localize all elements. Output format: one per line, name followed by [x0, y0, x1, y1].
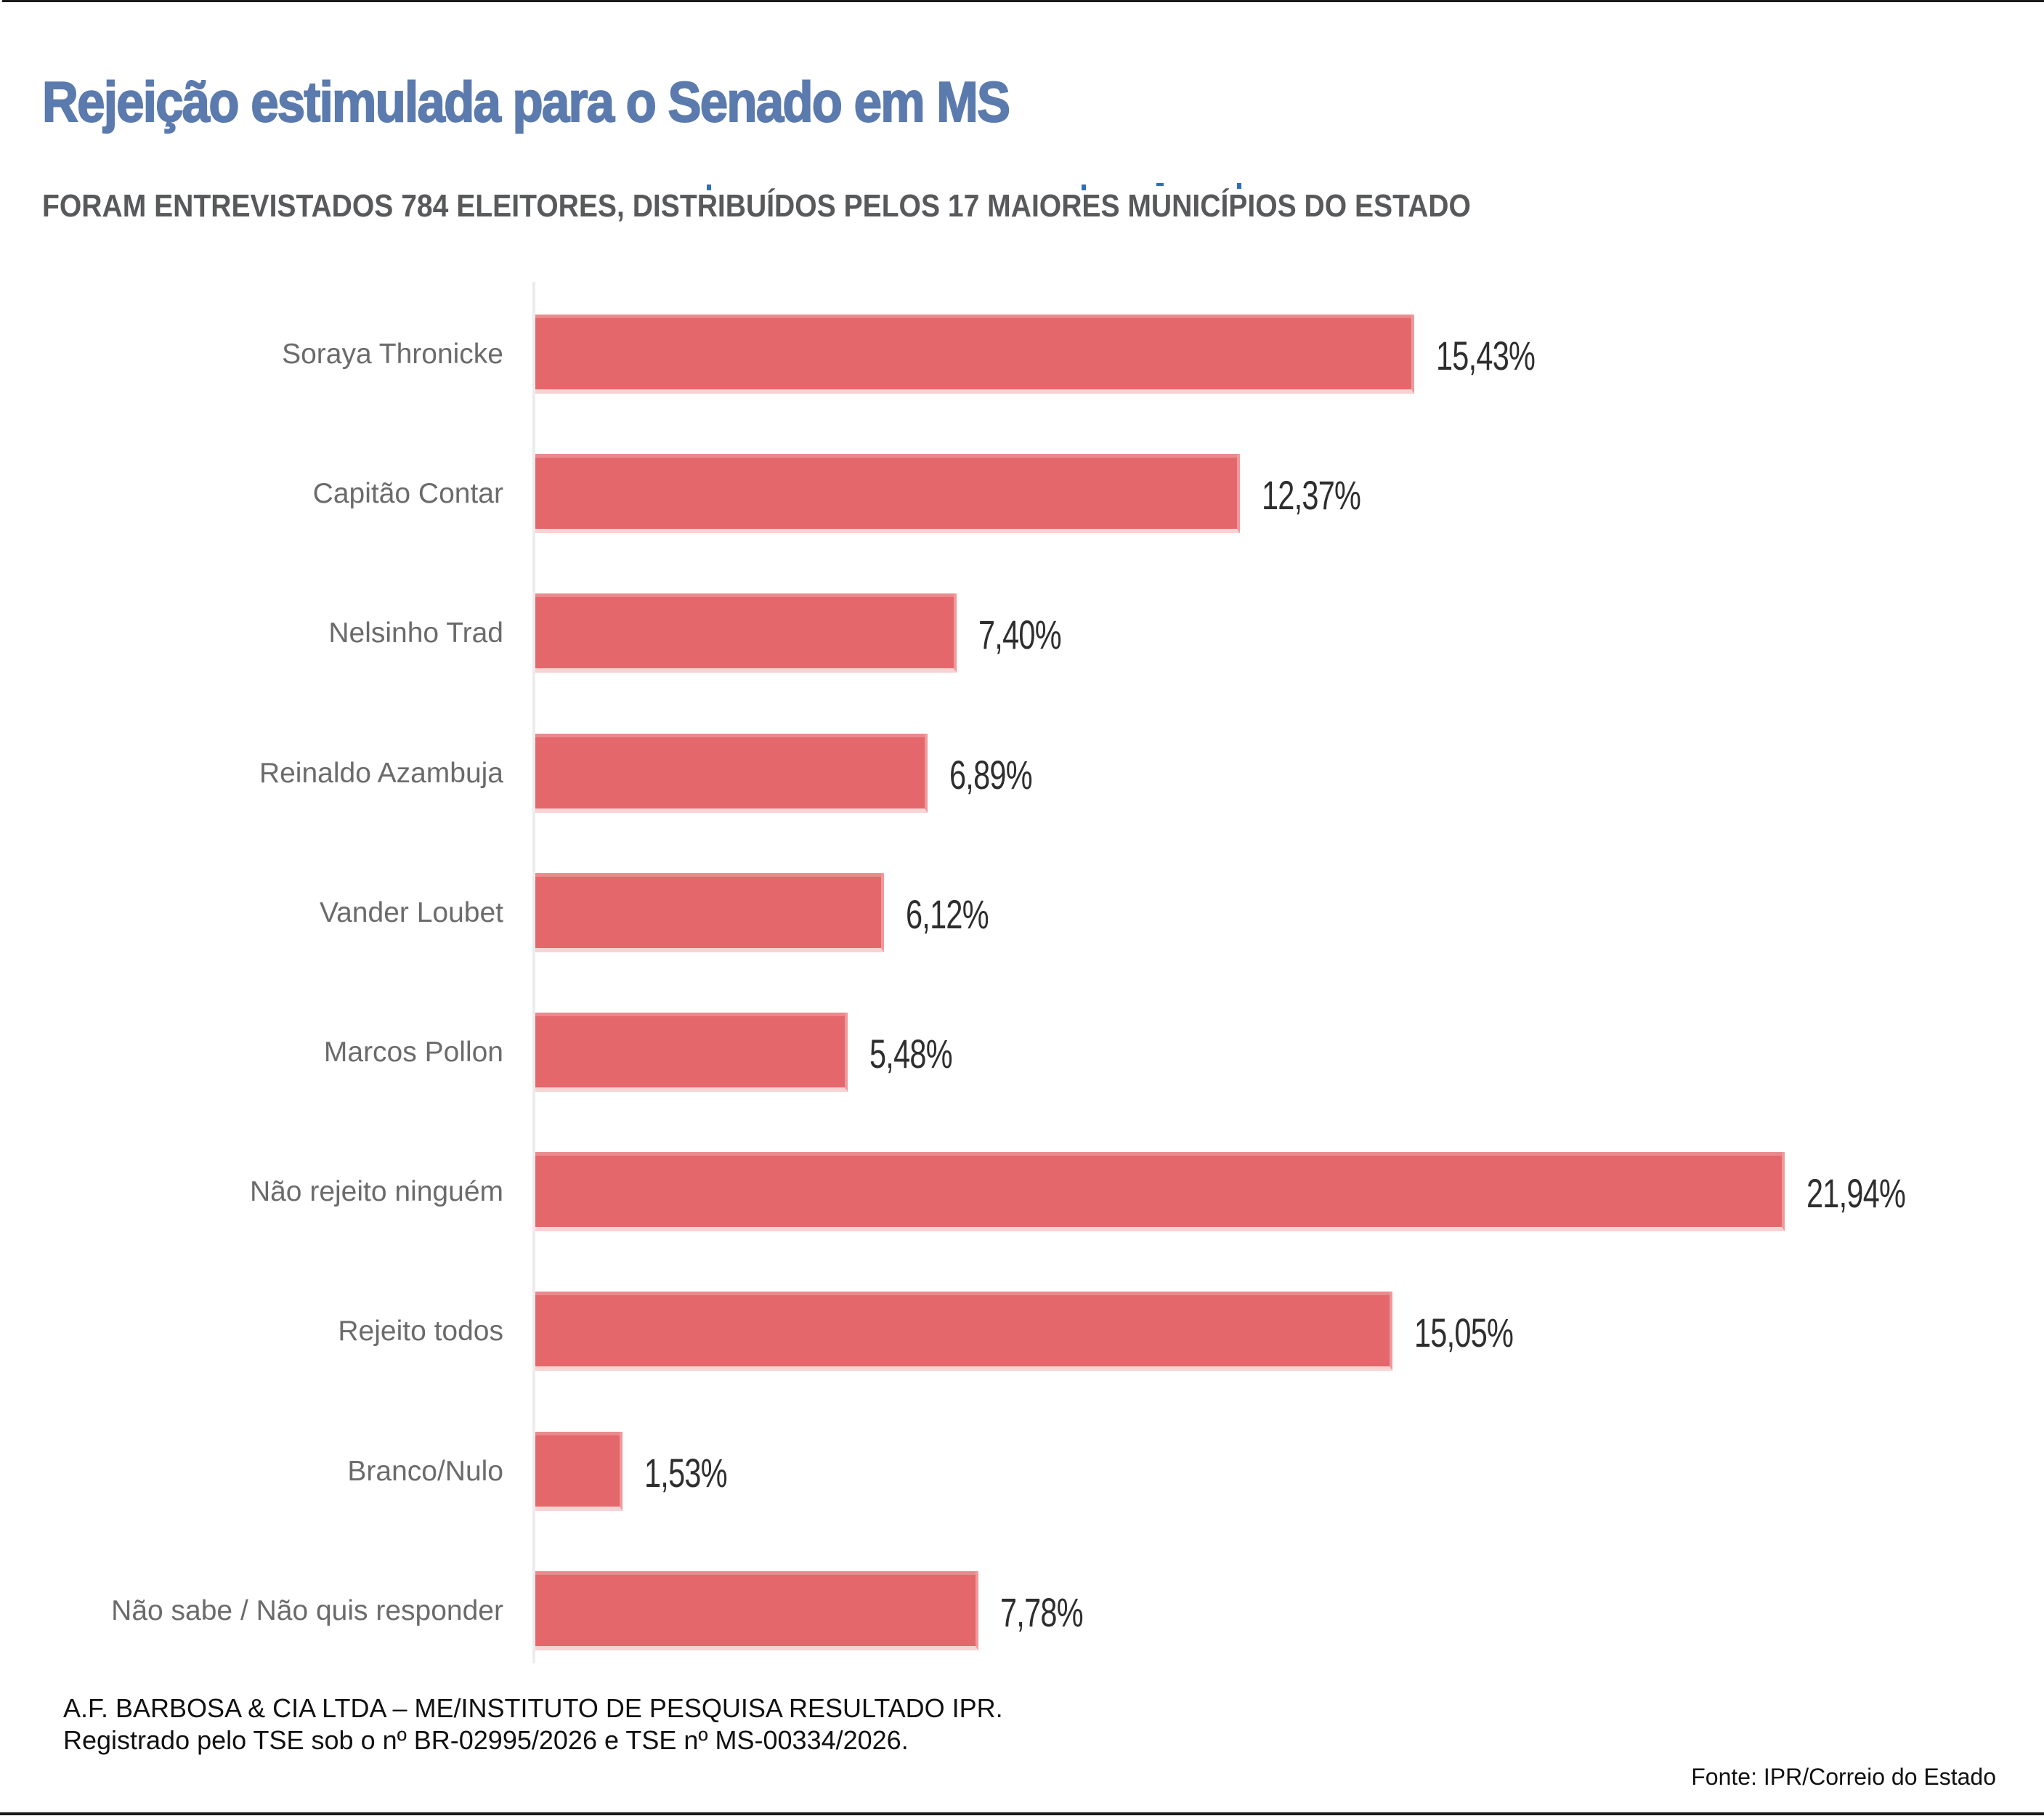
accent-mark — [1237, 183, 1241, 189]
value-label: 5,48% — [869, 1031, 953, 1077]
value-label: 7,78% — [1000, 1589, 1084, 1635]
accent-mark — [1082, 185, 1086, 190]
accent-mark — [707, 185, 711, 190]
category-label: Rejeito todos — [338, 1316, 503, 1347]
source-credit: Fonte: IPR/Correio do Estado — [1691, 1764, 1996, 1790]
top-rule — [2, 0, 2044, 2]
value-label: 1,53% — [644, 1450, 728, 1496]
bar — [535, 1432, 622, 1511]
bar — [535, 315, 1414, 394]
category-label: Capitão Contar — [312, 478, 503, 509]
bar — [535, 1013, 848, 1092]
category-label: Reinaldo Azambuja — [259, 758, 503, 789]
methodology-note-line-1: A.F. BARBOSA & CIA LTDA – ME/INSTITUTO D… — [63, 1693, 1003, 1723]
category-label: Vander Loubet — [320, 897, 503, 928]
methodology-note: A.F. BARBOSA & CIA LTDA – ME/INSTITUTO D… — [63, 1693, 1003, 1756]
bar — [535, 593, 957, 673]
category-label: Não rejeito ninguém — [249, 1176, 503, 1207]
value-label: 15,43% — [1436, 333, 1536, 378]
methodology-note-line-2: Registrado pelo TSE sob o nº BR-02995/20… — [63, 1725, 909, 1755]
category-label: Branco/Nulo — [347, 1456, 503, 1487]
value-label: 6,89% — [949, 752, 1033, 798]
category-label: Não sabe / Não quis responder — [111, 1595, 503, 1626]
bar — [535, 1292, 1392, 1371]
bar — [535, 1571, 978, 1650]
value-label: 15,05% — [1414, 1310, 1514, 1355]
bar — [535, 734, 928, 813]
value-label: 6,12% — [906, 891, 989, 937]
value-label: 7,40% — [978, 612, 1062, 657]
bottom-rule — [0, 1812, 2044, 1815]
category-label: Soraya Thronicke — [282, 339, 503, 370]
bar — [535, 1152, 1785, 1231]
chart-subtitle: FORAM ENTREVISTADOS 784 ELEITORES, DISTR… — [42, 188, 1471, 224]
bar — [535, 454, 1240, 533]
accent-mark — [1156, 183, 1164, 186]
value-label: 12,37% — [1262, 472, 1361, 518]
category-label: Nelsinho Trad — [328, 617, 503, 649]
chart-title: Rejeição estimulada para o Senado em MS — [41, 69, 1011, 134]
bar — [535, 873, 884, 952]
category-label: Marcos Pollon — [323, 1037, 503, 1068]
y-axis-line — [532, 282, 535, 1663]
value-label: 21,94% — [1806, 1170, 1906, 1216]
